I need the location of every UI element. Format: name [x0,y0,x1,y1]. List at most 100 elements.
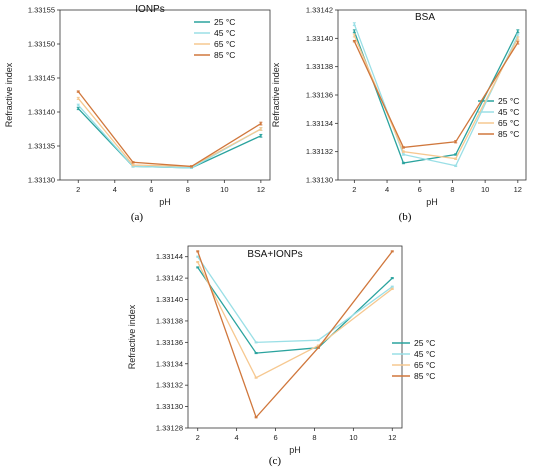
y-tick-label: 1.33140 [28,108,55,117]
y-tick-label: 1.33132 [156,381,183,390]
series-line [77,97,262,168]
data-point [255,341,257,344]
y-tick-label: 1.33138 [306,62,333,71]
series-line [353,31,519,164]
data-point [259,134,262,137]
data-point [391,250,394,253]
data-point [255,416,257,419]
y-tick-label: 1.33130 [28,176,55,185]
data-point [516,30,519,33]
series-line [353,23,519,167]
y-tick-label: 1.33130 [156,402,183,411]
data-point [402,162,405,164]
data-point [454,164,457,167]
data-point [391,287,394,290]
x-tick-label: 12 [388,433,396,442]
series-line [77,91,262,168]
data-point [317,346,320,349]
legend-label: 65 °C [414,360,435,370]
data-point [353,23,356,26]
series-45C [352,22,520,168]
x-tick-label: 4 [385,185,389,194]
data-point [516,37,519,40]
series-25C [76,107,263,169]
panel-caption: (a) [131,211,144,223]
legend-label: 85 °C [414,371,435,381]
data-point [317,339,320,342]
series-line [77,104,262,169]
legend-label: 45 °C [414,349,435,359]
plot-frame [187,245,403,429]
data-point [196,266,199,269]
x-tick-label: 6 [149,185,153,194]
y-tick-label: 1.33134 [306,119,333,128]
data-point [391,285,394,288]
y-tick-label: 1.33135 [28,142,55,151]
y-tick-label: 1.33142 [306,6,333,15]
plot-frame [59,9,271,181]
plot-frame [337,9,527,181]
x-tick-label: 6 [418,185,422,194]
x-tick-label: 10 [481,185,489,194]
data-point [402,150,405,153]
y-tick-label: 1.33132 [306,147,333,156]
data-point [132,164,134,166]
legend-label: 65 °C [498,118,519,128]
x-tick-label: 6 [273,433,277,442]
x-tick-label: 2 [76,185,80,194]
x-tick-label: 4 [113,185,117,194]
panel-caption: (c) [269,455,282,467]
series-65C [76,96,263,168]
series-line [197,261,393,379]
data-point [77,97,80,100]
y-tick-label: 1.33145 [28,74,55,83]
data-point [454,140,457,143]
legend-label: 25 °C [214,17,235,27]
series-line [353,40,519,149]
data-point [196,261,199,263]
y-tick-label: 1.33142 [156,274,183,283]
y-tick-label: 1.33150 [28,40,55,49]
series-line [197,251,393,419]
y-tick-label: 1.33155 [28,6,55,15]
x-tick-label: 2 [196,433,200,442]
data-point [255,352,257,354]
legend-label: 85 °C [214,50,235,60]
data-point [190,165,193,168]
y-tick-label: 1.33130 [306,176,333,185]
chart-title: BSA+IONPs [247,249,302,260]
data-point [454,157,457,160]
data-point [259,122,262,125]
x-tick-label: 8 [186,185,190,194]
y-tick-label: 1.33128 [156,424,183,433]
x-tick-label: 4 [235,433,239,442]
data-point [353,34,356,37]
y-tick-label: 1.33134 [156,359,183,368]
y-axis-label: Refractive index [271,62,281,127]
legend-label: 25 °C [414,338,435,348]
legend-label: 85 °C [498,129,519,139]
data-point [454,153,457,156]
series-45C [196,255,394,344]
data-point [196,255,199,258]
y-axis-label: Refractive index [127,304,137,369]
chart-panel-2: 1.33130 1.33132 1.33134 1.33136 1.33138 1.331… [271,6,527,223]
legend-label: 25 °C [498,96,519,106]
data-point [255,376,257,379]
series-line [197,267,393,354]
data-point [516,34,519,37]
x-tick-label: 12 [514,185,522,194]
data-point [353,30,356,33]
x-tick-label: 12 [257,185,265,194]
series-85C [352,39,520,149]
y-tick-label: 1.33140 [156,295,183,304]
data-point [259,128,262,130]
y-tick-label: 1.33138 [156,316,183,325]
data-point [516,41,519,44]
x-axis-label: pH [289,445,301,455]
series-65C [196,261,394,379]
x-tick-label: 8 [312,433,316,442]
y-tick-label: 1.33136 [156,338,183,347]
x-axis-label: pH [426,197,438,207]
panel-caption: (b) [399,211,412,223]
